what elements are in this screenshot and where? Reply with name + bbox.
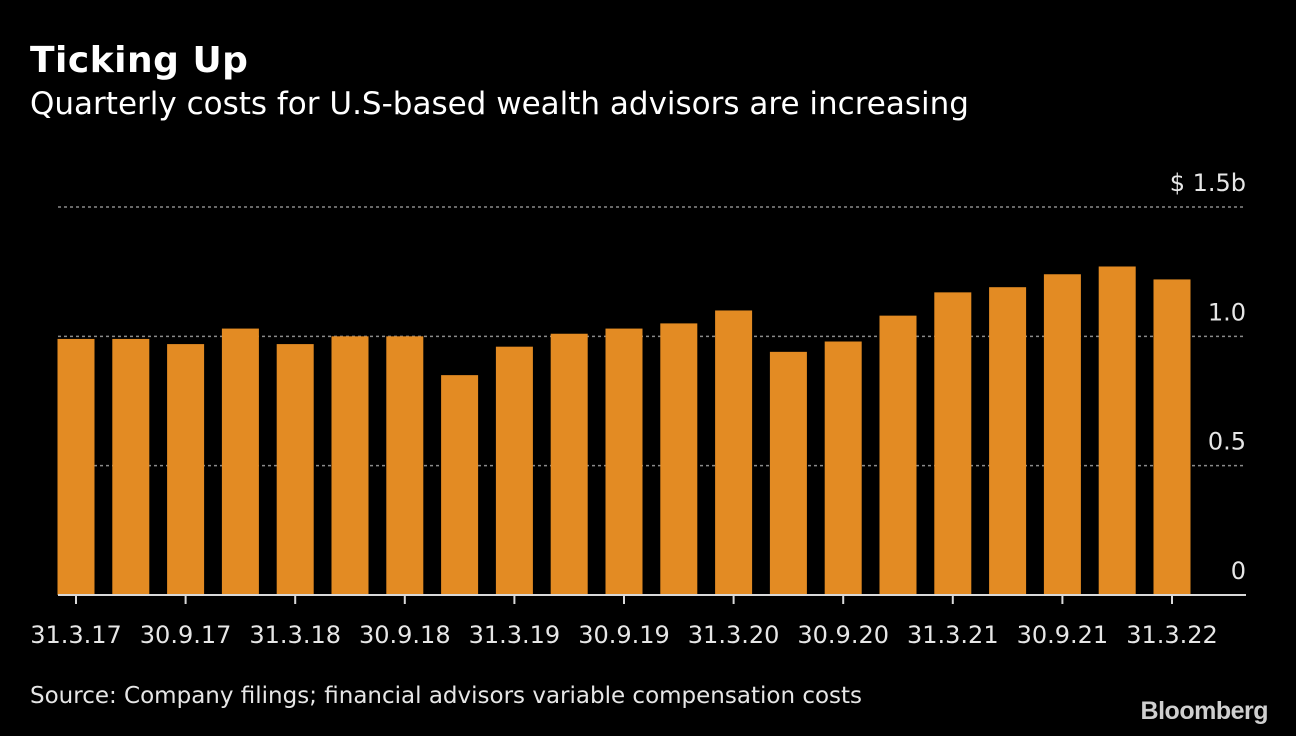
bar-30.9.18 bbox=[386, 336, 424, 595]
bar-31.3.22 bbox=[1153, 279, 1191, 595]
bloomberg-logo: Bloomberg bbox=[1140, 697, 1269, 725]
bar-30.6.20 bbox=[769, 351, 807, 595]
bar-31.12.18 bbox=[441, 375, 479, 595]
bar-31.12.21 bbox=[1098, 266, 1136, 595]
x-axis bbox=[58, 594, 1246, 604]
bars bbox=[57, 266, 1191, 595]
x-tick-label: 31.3.21 bbox=[907, 621, 999, 649]
x-tick-label: 30.9.17 bbox=[140, 621, 232, 649]
y-tick-label: 0.5 bbox=[1208, 428, 1246, 456]
y-axis-labels: 0 0.5 1.0 $ 1.5b bbox=[1170, 169, 1246, 585]
y-tick-label: $ 1.5b bbox=[1170, 169, 1246, 197]
chart-title: Ticking Up bbox=[30, 40, 249, 81]
bar-31.3.21 bbox=[934, 292, 972, 595]
x-tick-label: 30.9.19 bbox=[578, 621, 670, 649]
bar-30.6.17 bbox=[112, 338, 150, 595]
y-tick-label: 1.0 bbox=[1208, 298, 1246, 326]
bar-30.9.20 bbox=[824, 341, 862, 595]
bar-30.6.21 bbox=[989, 287, 1027, 595]
x-tick-label: 31.3.22 bbox=[1126, 621, 1218, 649]
x-axis-labels: 31.3.17 30.9.17 31.3.18 30.9.18 31.3.19 30.9.… bbox=[30, 621, 1218, 649]
bar-30.6.19 bbox=[550, 333, 588, 595]
x-tick-label: 31.3.19 bbox=[469, 621, 561, 649]
bar-31.3.18 bbox=[276, 344, 314, 595]
bar-31.3.17 bbox=[57, 338, 95, 595]
x-tick-label: 30.9.21 bbox=[1017, 621, 1109, 649]
x-tick-label: 31.3.20 bbox=[688, 621, 780, 649]
bar-30.9.19 bbox=[605, 328, 643, 595]
bar-31.3.20 bbox=[715, 310, 753, 595]
bar-30.9.21 bbox=[1043, 274, 1081, 595]
bar-31.3.19 bbox=[495, 346, 533, 595]
y-tick-label: 0 bbox=[1231, 557, 1246, 585]
x-tick-label: 30.9.20 bbox=[797, 621, 889, 649]
bar-31.12.17 bbox=[221, 328, 259, 595]
x-tick-label: 30.9.18 bbox=[359, 621, 451, 649]
x-tick-label: 31.3.18 bbox=[249, 621, 341, 649]
x-tick-label: 31.3.17 bbox=[30, 621, 122, 649]
bar-30.9.17 bbox=[167, 344, 205, 595]
bar-31.12.19 bbox=[660, 323, 698, 595]
chart-subtitle: Quarterly costs for U.S-based wealth adv… bbox=[30, 86, 969, 122]
bar-30.6.18 bbox=[331, 336, 369, 595]
source-note: Source: Company filings; financial advis… bbox=[30, 683, 863, 709]
bar-31.12.20 bbox=[879, 315, 917, 595]
